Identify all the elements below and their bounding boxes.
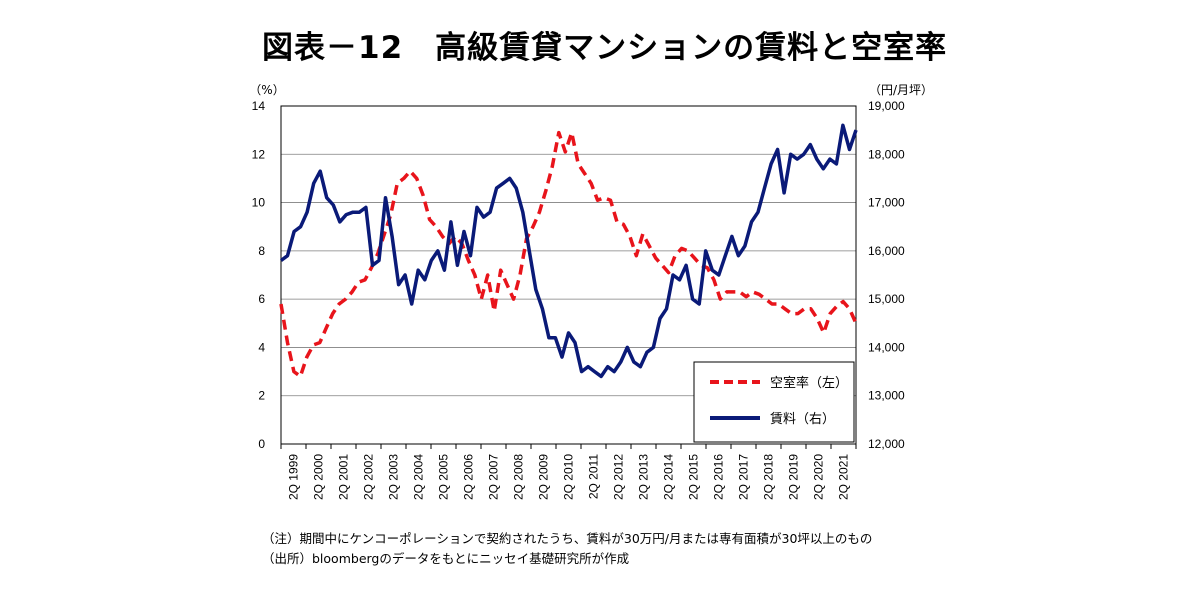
left-axis-unit: （%）: [249, 83, 284, 97]
x-tick-label: 2Q 2005: [437, 454, 451, 500]
left-tick-label: 14: [252, 99, 266, 113]
right-tick-label: 13,000: [868, 389, 905, 403]
legend: 空室率（左） 賃料（右）: [693, 361, 855, 443]
x-tick-label: 2Q 2019: [787, 454, 801, 500]
x-tick-label: 2Q 2004: [412, 454, 426, 500]
right-tick-label: 17,000: [868, 196, 905, 210]
x-tick-label: 2Q 2008: [512, 454, 526, 500]
x-tick-label: 2Q 2012: [612, 454, 626, 500]
left-axis-ticks: 0 2 4 6 8 10 12 14: [252, 99, 266, 451]
x-tick-label: 2Q 2018: [762, 454, 776, 500]
legend-label-vacancy: 空室率（左）: [770, 375, 848, 391]
legend-label-rent: 賃料（右）: [770, 412, 835, 427]
x-tick-label: 2Q 2006: [462, 454, 476, 500]
chart-title: 図表－12 高級賃貸マンションの賃料と空室率: [262, 30, 948, 66]
right-tick-label: 15,000: [868, 292, 905, 306]
x-tick-label: 2Q 2000: [312, 454, 326, 500]
x-tick-label: 2Q 2003: [387, 454, 401, 500]
left-tick-label: 8: [258, 244, 265, 258]
x-tick-label: 2Q 1999: [287, 454, 301, 500]
series-vacancy-line: [279, 130, 858, 379]
left-tick-label: 12: [252, 147, 266, 161]
right-tick-label: 14,000: [868, 340, 905, 354]
x-tick-label: 2Q 2007: [487, 454, 501, 500]
gridlines: [281, 153, 856, 397]
x-tick-label: 2Q 2017: [737, 454, 751, 500]
x-axis-labels: 2Q 1999 2Q 2000 2Q 2001 2Q 2002 2Q 2003 2Q 20…: [287, 454, 851, 500]
x-tick-label: 2Q 2014: [662, 454, 676, 500]
right-tick-label: 16,000: [868, 244, 905, 258]
x-tick-label: 2Q 2020: [812, 454, 826, 500]
x-tick-label: 2Q 2016: [712, 454, 726, 500]
x-tick-label: 2Q 2021: [837, 454, 851, 500]
x-tick-label: 2Q 2010: [562, 454, 576, 500]
right-tick-label: 18,000: [868, 147, 905, 161]
x-tick-label: 2Q 2009: [537, 454, 551, 500]
x-tick-label: 2Q 2015: [687, 454, 701, 500]
series-layer: [279, 123, 858, 379]
x-tick-label: 2Q 2013: [637, 454, 651, 500]
series-rent-line: [279, 123, 858, 379]
x-tick-label: 2Q 2001: [337, 454, 351, 500]
x-axis-ticks: [280, 444, 857, 449]
right-tick-label: 12,000: [868, 437, 905, 451]
left-tick-label: 0: [258, 437, 265, 451]
right-tick-label: 19,000: [868, 99, 905, 113]
source-note: （出所）bloombergのデータをもとにニッセイ基礎研究所が作成: [262, 551, 630, 566]
footnote: （注）期間中にケンコーポレーションで契約されたうち、賃料が30万円/月または専有…: [262, 531, 873, 546]
left-tick-label: 4: [258, 340, 265, 354]
left-tick-label: 2: [258, 389, 265, 403]
x-tick-label: 2Q 2011: [587, 454, 601, 499]
left-tick-label: 6: [258, 292, 265, 306]
left-tick-label: 10: [252, 196, 266, 210]
x-tick-label: 2Q 2002: [362, 454, 376, 500]
legend-box: [693, 361, 855, 443]
right-axis-ticks: 12,000 13,000 14,000 15,000 16,000 17,000 18,0…: [868, 99, 905, 451]
right-axis-unit: （円/月坪）: [869, 83, 933, 97]
plot-area-frame: [280, 105, 857, 445]
